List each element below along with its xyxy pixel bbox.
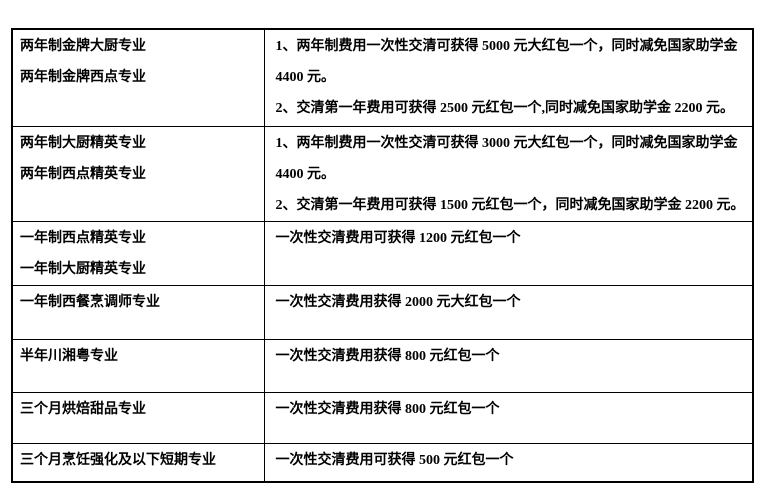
table-row: 两年制金牌大厨专业 两年制金牌西点专业 1、两年制费用一次性交清可获得 5000…	[11, 28, 754, 127]
table-row: 半年川湘粤专业 一次性交清费用获得 800 元红包一个	[11, 338, 754, 393]
offer-line: 一次性交清费用可获得 1200 元红包一个	[275, 230, 521, 246]
offer-cell: 一次性交清费用可获得 500 元红包一个	[263, 442, 754, 483]
program-cell: 两年制大厨精英专业 两年制西点精英专业	[11, 125, 265, 222]
offer-line: 1、两年制费用一次性交清可获得 5000 元大红包一个，同时减免国家助学金	[275, 39, 738, 54]
table-row: 三个月烘焙甜品专业 一次性交清费用获得 800 元红包一个	[11, 391, 754, 444]
offer-cell: 一次性交清费用获得 2000 元大红包一个	[263, 284, 754, 340]
offer-line: 2、交清第一年费用可获得 2500 元红包一个,同时减免国家助学金 2200 元…	[275, 101, 735, 116]
program-line: 两年制金牌大厨专业	[20, 39, 146, 54]
program-cell: 两年制金牌大厨专业 两年制金牌西点专业	[11, 28, 265, 127]
program-line: 两年制金牌西点专业	[20, 70, 146, 85]
program-line: 半年川湘粤专业	[20, 348, 118, 364]
offer-line: 一次性交清费用获得 2000 元大红包一个	[275, 294, 521, 310]
program-line: 三个月烹饪强化及以下短期专业	[20, 452, 216, 468]
offer-line: 4400 元。	[275, 70, 336, 85]
offer-cell: 1、两年制费用一次性交清可获得 3000 元大红包一个，同时减免国家助学金 44…	[263, 125, 754, 222]
offer-cell: 一次性交清费用获得 800 元红包一个	[263, 338, 754, 393]
offer-line: 一次性交清费用获得 800 元红包一个	[275, 348, 500, 364]
program-line: 三个月烘焙甜品专业	[20, 401, 146, 417]
table-row: 一年制西餐烹调师专业 一次性交清费用获得 2000 元大红包一个	[11, 284, 754, 340]
table-row: 两年制大厨精英专业 两年制西点精英专业 1、两年制费用一次性交清可获得 3000…	[11, 125, 754, 222]
pricing-table: 两年制金牌大厨专业 两年制金牌西点专业 1、两年制费用一次性交清可获得 5000…	[11, 28, 754, 483]
table-row: 三个月烹饪强化及以下短期专业 一次性交清费用可获得 500 元红包一个	[11, 442, 754, 483]
program-cell: 三个月烘焙甜品专业	[11, 391, 265, 444]
program-line: 两年制大厨精英专业	[20, 135, 146, 151]
table-row: 一年制西点精英专业 一年制大厨精英专业 一次性交清费用可获得 1200 元红包一…	[11, 220, 754, 286]
program-cell: 一年制西点精英专业 一年制大厨精英专业	[11, 220, 265, 286]
offer-line: 一次性交清费用获得 800 元红包一个	[275, 401, 500, 417]
program-line: 一年制大厨精英专业	[20, 261, 146, 277]
program-line: 一年制西餐烹调师专业	[20, 294, 160, 310]
offer-cell: 一次性交清费用可获得 1200 元红包一个	[263, 220, 754, 286]
program-cell: 一年制西餐烹调师专业	[11, 284, 265, 340]
program-cell: 半年川湘粤专业	[11, 338, 265, 393]
offer-cell: 一次性交清费用获得 800 元红包一个	[263, 391, 754, 444]
offer-line: 2、交清第一年费用可获得 1500 元红包一个，同时减免国家助学金 2200 元…	[275, 197, 745, 213]
offer-line: 1、两年制费用一次性交清可获得 3000 元大红包一个，同时减免国家助学金	[275, 135, 738, 151]
offer-line: 4400 元。	[275, 166, 336, 182]
program-line: 两年制西点精英专业	[20, 166, 146, 182]
offer-line: 一次性交清费用可获得 500 元红包一个	[275, 452, 514, 468]
program-cell: 三个月烹饪强化及以下短期专业	[11, 442, 265, 483]
offer-cell: 1、两年制费用一次性交清可获得 5000 元大红包一个，同时减免国家助学金 44…	[263, 28, 754, 127]
program-line: 一年制西点精英专业	[20, 230, 146, 246]
